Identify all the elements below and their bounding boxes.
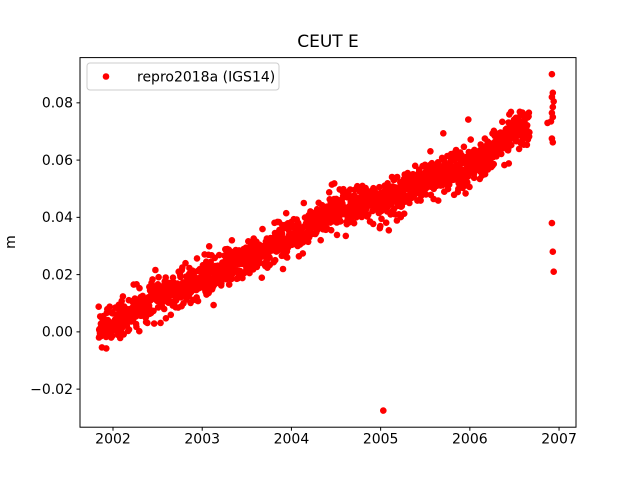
legend-box <box>86 62 280 91</box>
x-tick-label: 2002 <box>95 432 131 448</box>
x-tick-label: 2003 <box>184 432 220 448</box>
y-tick-label: 0.08 <box>42 96 73 112</box>
legend-series-label: repro2018a (IGS14) <box>137 70 275 86</box>
y-tick-label: 0.00 <box>42 325 73 341</box>
chart-title: CEUT E <box>297 32 359 52</box>
x-tick-label: 2004 <box>274 432 310 448</box>
legend: repro2018a (IGS14) <box>86 62 280 91</box>
x-tick-label: 2006 <box>452 432 488 448</box>
plot-area-background <box>80 57 576 428</box>
y-axis-label: m <box>3 235 19 249</box>
x-axis: 2002 2003 2004 2005 2006 2007 <box>95 427 577 448</box>
scatter-series <box>95 70 557 414</box>
x-tick-label: 2005 <box>363 432 399 448</box>
y-axis: −0.02 0.00 0.02 0.04 0.06 0.08 <box>30 96 80 398</box>
x-tick-label: 2007 <box>541 432 577 448</box>
y-tick-label: −0.02 <box>30 382 73 398</box>
axes-frame <box>79 57 577 428</box>
legend-marker-icon <box>102 73 110 80</box>
y-tick-label: 0.02 <box>42 267 73 283</box>
y-tick-label: 0.06 <box>42 153 73 169</box>
y-tick-label: 0.04 <box>42 210 73 226</box>
